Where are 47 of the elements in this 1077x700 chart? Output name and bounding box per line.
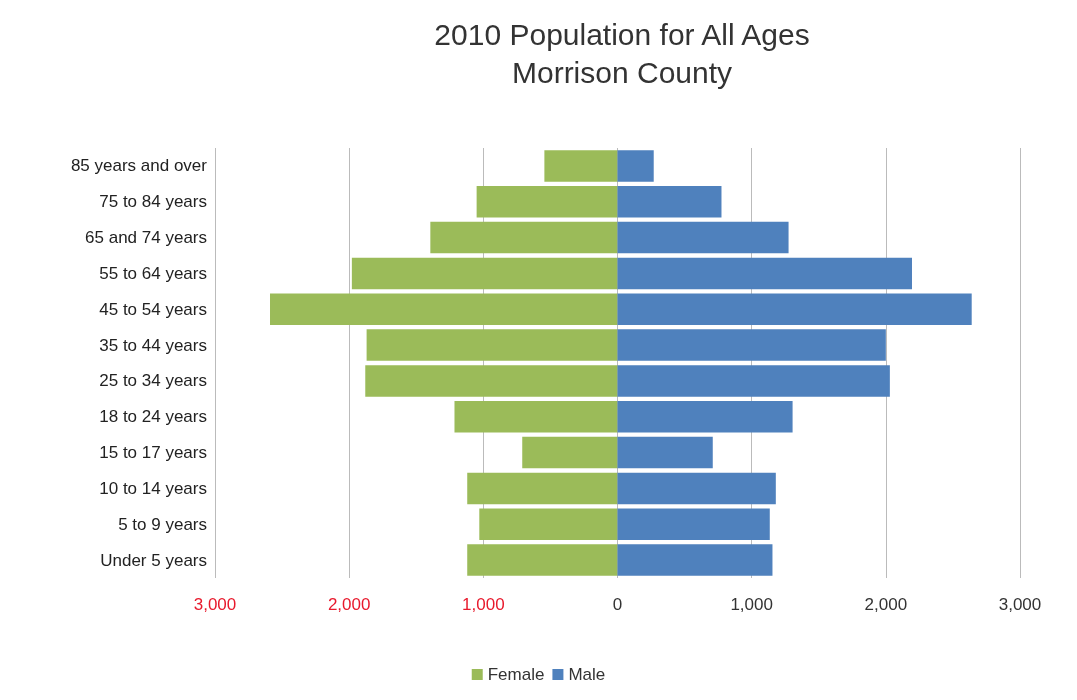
bar [617,221,789,254]
y-tick-label: 45 to 54 years [99,299,207,319]
bar [467,472,618,505]
x-tick-label: 1,000 [462,595,505,614]
bar [617,472,776,505]
y-tick-label: 35 to 44 years [99,335,207,355]
bar [617,293,972,326]
y-tick-label: 65 and 74 years [85,228,207,248]
bar [544,150,618,182]
x-tick-label: 0 [612,595,623,614]
y-tick-label: 85 years and over [70,156,208,176]
chart-subtitle: Morrison County [511,55,733,89]
bar [351,257,618,290]
chart-title: 2010 Population for All Ages [434,17,810,51]
y-tick-label: 55 to 64 years [99,263,207,283]
y-tick-label: 10 to 14 years [99,478,207,498]
bar [617,329,886,361]
bar [617,436,713,469]
bar [476,185,618,218]
legend-label: Male [568,665,606,684]
bar [617,150,654,182]
x-tick-label: 3,000 [998,595,1042,614]
bar [430,221,618,254]
y-tick-label: Under 5 years [100,550,207,570]
x-tick-label: 2,000 [327,595,371,614]
y-tick-label: 18 to 24 years [99,407,207,427]
y-tick-label: 25 to 34 years [99,371,207,391]
y-tick-label: 75 to 84 years [99,192,207,212]
bar [366,329,618,361]
bar [454,400,618,433]
bar [617,257,912,290]
bar [617,508,770,541]
x-tick-label: 1,000 [730,595,773,614]
bar [617,185,722,218]
bar [617,544,773,576]
x-tick-label: 3,000 [193,595,237,614]
x-tick-label: 2,000 [864,595,908,614]
bar [617,365,890,397]
y-tick-label: 15 to 17 years [99,443,207,463]
bar [467,544,618,576]
legend-label: Female [487,665,545,684]
bar [522,436,618,469]
y-tick-label: 5 to 9 years [118,514,207,534]
bar [270,293,618,326]
bar [479,508,618,541]
bar [617,400,793,433]
bar [365,365,618,397]
